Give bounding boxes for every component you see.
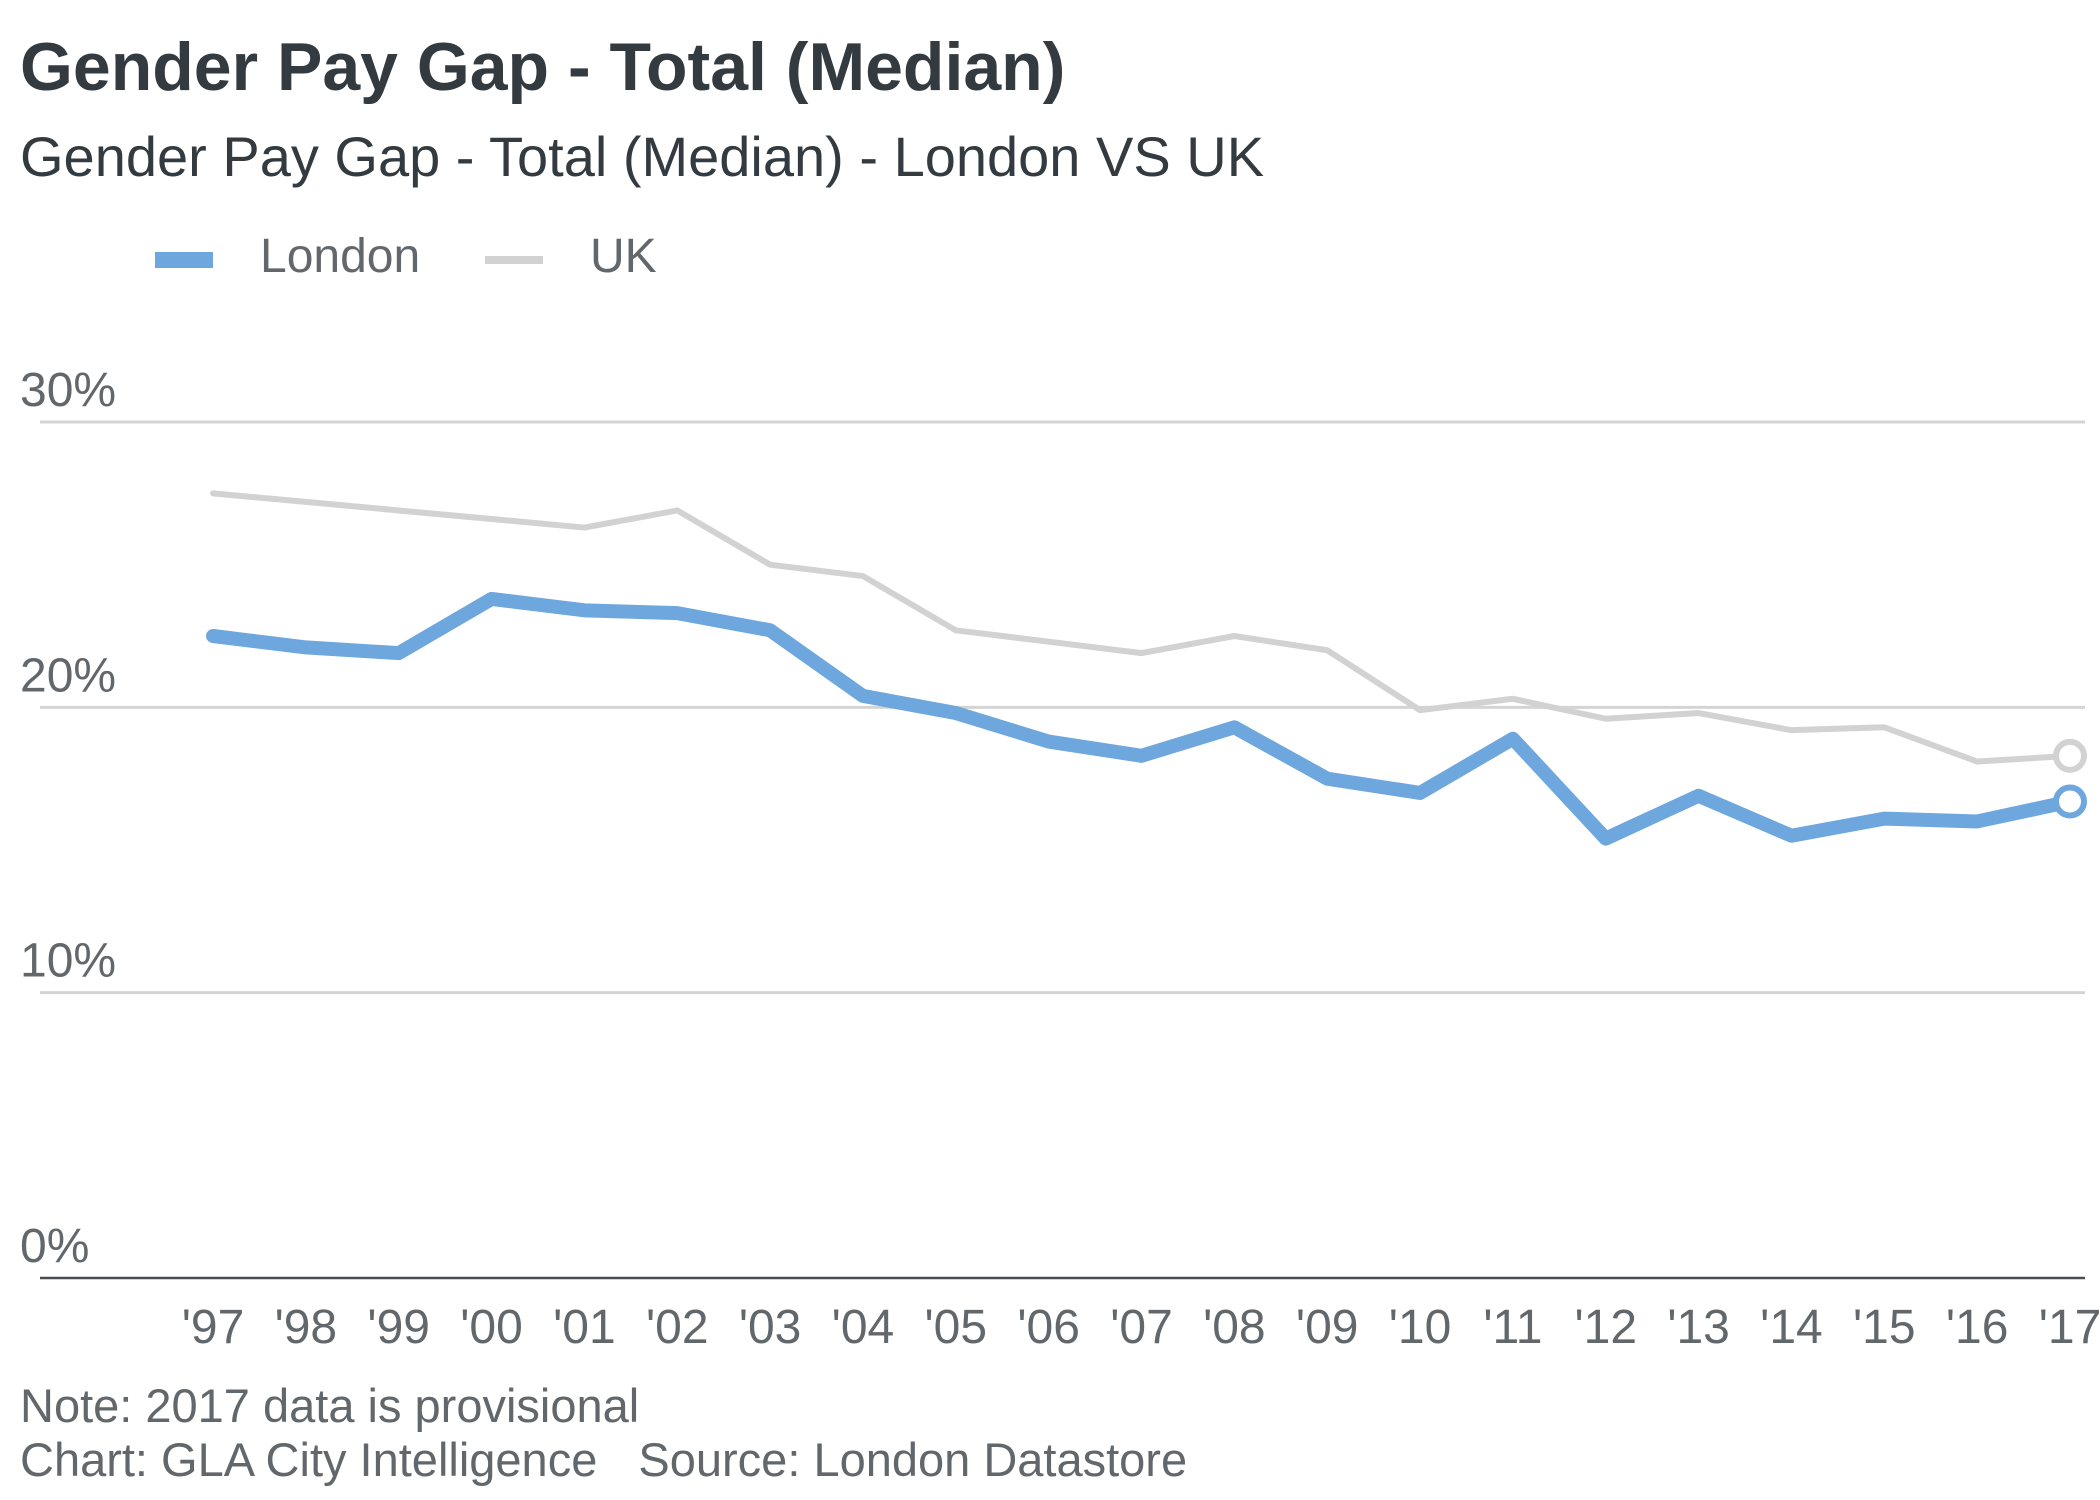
y-tick-label: 30% (20, 364, 116, 417)
series-line-london[interactable] (206, 591, 2077, 846)
legend-label-uk: UK (590, 230, 657, 283)
legend-swatch-uk (485, 256, 543, 264)
data-source: Source: London Datastore (638, 1433, 1188, 1486)
x-tick-label: '98 (275, 1301, 338, 1354)
x-tick-label: '09 (1296, 1301, 1359, 1354)
legend-swatch-london (155, 252, 213, 268)
y-tick-label: 0% (20, 1220, 89, 1273)
x-tick-label: '97 (182, 1301, 245, 1354)
series-lines (206, 490, 2077, 846)
gridlines (40, 420, 2085, 1280)
x-tick-label: '14 (1760, 1301, 1823, 1354)
y-tick-label: 20% (20, 649, 116, 702)
x-tick-label: '99 (367, 1301, 430, 1354)
y-tick-label: 10% (20, 935, 116, 988)
chart-title: Gender Pay Gap - Total (Median) (20, 29, 1066, 105)
x-tick-label: '11 (1483, 1301, 1542, 1354)
x-tick-label: '03 (739, 1301, 802, 1354)
series-line-uk[interactable] (210, 490, 2073, 765)
x-tick-label: '08 (1203, 1301, 1266, 1354)
x-tick-label: '17 (2039, 1301, 2100, 1354)
x-tick-label: '07 (1110, 1301, 1173, 1354)
x-tick-label: '16 (1946, 1301, 2009, 1354)
x-tick-label: '00 (460, 1301, 523, 1354)
last-point-marker-uk[interactable] (2053, 738, 2087, 773)
x-axis-ticks: '97 '98 '99 '00 '01 '02 '03 '04 '05 '06 '07 '08 '09 '… (182, 1301, 2100, 1354)
x-tick-label: '12 (1574, 1301, 1637, 1354)
legend-label-london: London (260, 230, 421, 283)
chart-subtitle: Gender Pay Gap - Total (Median) - London… (20, 125, 1265, 188)
x-tick-label: '13 (1667, 1301, 1730, 1354)
x-tick-label: '02 (646, 1301, 709, 1354)
chart-credits: Chart: GLA City Intelligence Source: Lon… (20, 1432, 1187, 1487)
chart-note: Note: 2017 data is provisional (20, 1379, 640, 1432)
x-tick-label: '15 (1853, 1301, 1916, 1354)
series-markers (2053, 738, 2087, 819)
chart-credit: Chart: GLA City Intelligence (20, 1433, 598, 1486)
x-tick-label: '10 (1389, 1301, 1452, 1354)
y-axis-ticks: 0% 10% 20% 30% (20, 364, 116, 1273)
x-tick-label: '01 (553, 1301, 616, 1354)
last-point-marker-london[interactable] (2053, 784, 2087, 819)
x-tick-label: '04 (832, 1301, 895, 1354)
x-tick-label: '05 (925, 1301, 988, 1354)
x-tick-label: '06 (1017, 1301, 1080, 1354)
